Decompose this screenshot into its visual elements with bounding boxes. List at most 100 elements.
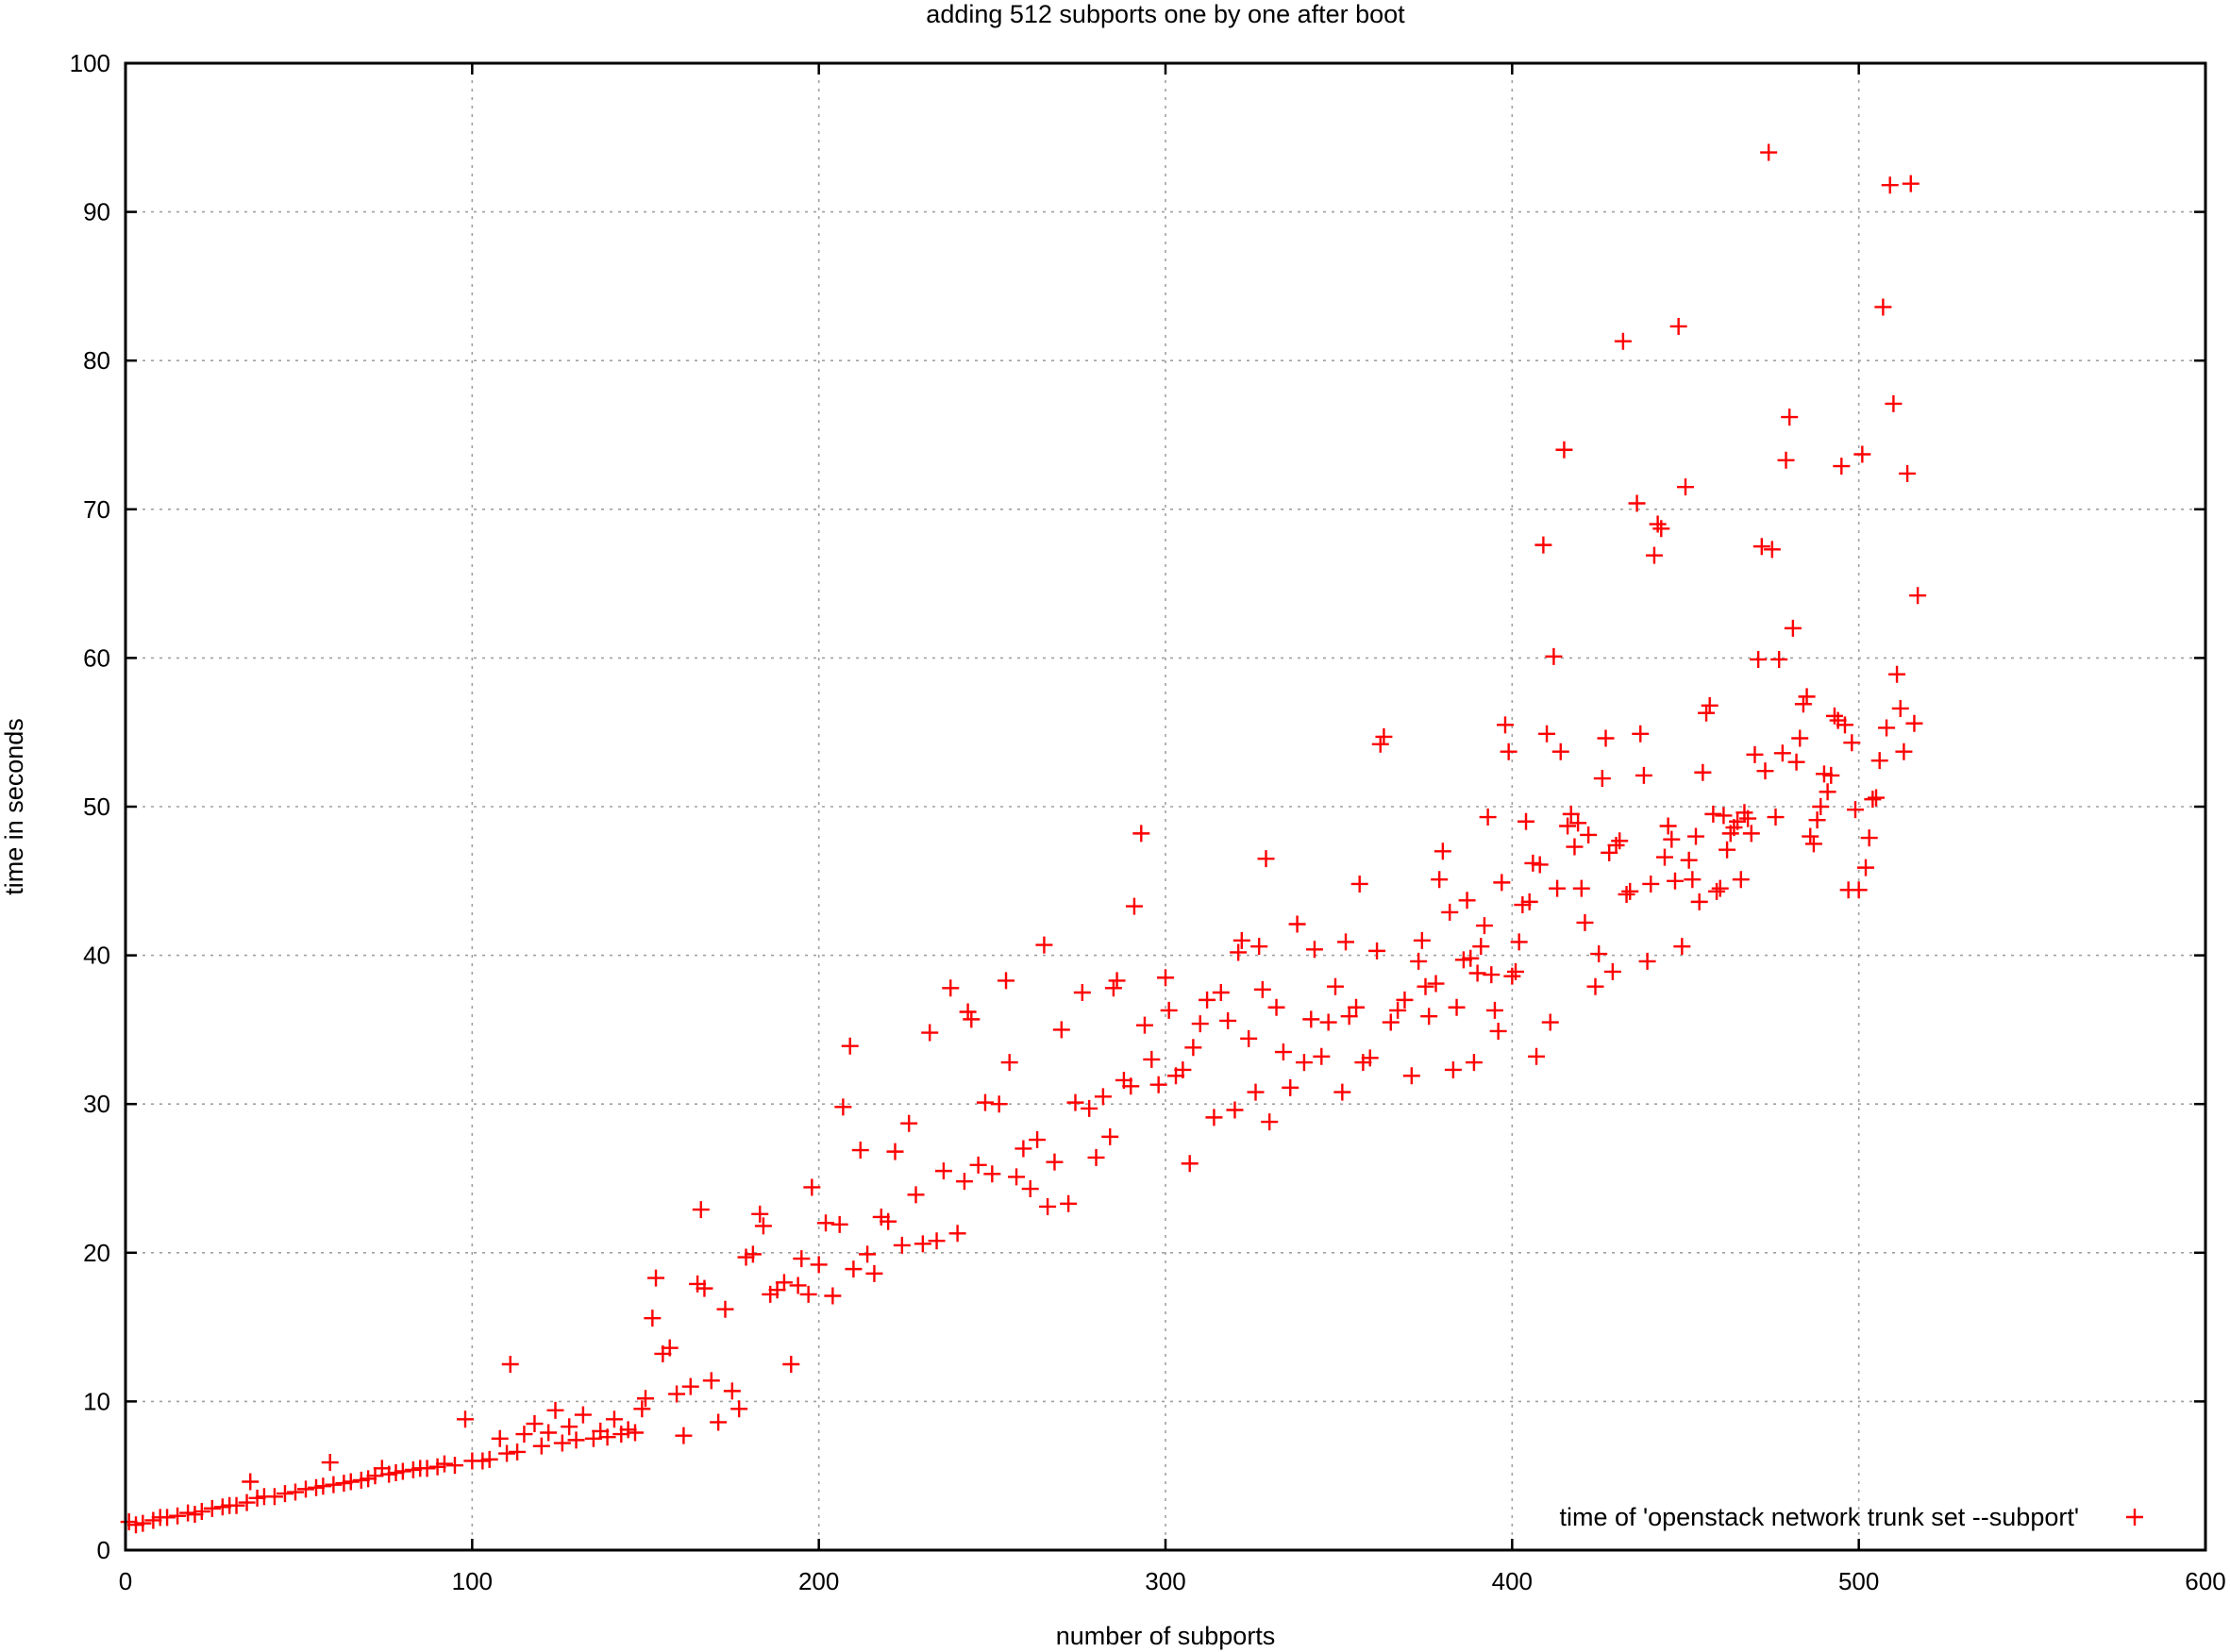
data-point <box>1354 1054 1372 1072</box>
data-point <box>179 1504 197 1522</box>
data-point <box>1493 874 1511 892</box>
data-point <box>900 1114 918 1132</box>
data-point <box>1219 1011 1237 1029</box>
data-point <box>934 1162 952 1180</box>
y-tick-label: 0 <box>97 1536 110 1564</box>
data-point <box>1475 917 1493 935</box>
data-point <box>1087 1148 1105 1166</box>
data-point <box>830 1215 848 1233</box>
data-point <box>1132 825 1150 843</box>
data-point <box>553 1434 571 1452</box>
data-point <box>754 1217 772 1235</box>
data-point <box>144 1511 162 1529</box>
data-point <box>1715 807 1733 825</box>
data-point <box>983 1165 1001 1183</box>
data-point <box>1014 1140 1032 1158</box>
y-tick-label: 20 <box>83 1239 110 1267</box>
data-point <box>1191 1015 1209 1033</box>
data-point <box>1628 494 1646 512</box>
data-point <box>248 1489 266 1507</box>
data-point <box>1125 897 1143 915</box>
data-point <box>1614 332 1632 350</box>
data-point <box>1732 871 1750 889</box>
data-point <box>532 1437 550 1455</box>
data-point <box>1389 1001 1407 1019</box>
data-point <box>321 1454 339 1472</box>
data-point <box>990 1095 1008 1113</box>
data-point <box>730 1400 748 1418</box>
data-point <box>1621 882 1639 900</box>
data-point <box>1108 972 1126 990</box>
data-point <box>1784 619 1802 637</box>
data-point <box>1545 647 1563 665</box>
data-point <box>637 1390 654 1408</box>
data-point <box>1822 766 1840 784</box>
legend-label: time of 'openstack network trunk set --s… <box>1559 1503 2079 1531</box>
data-point <box>1635 766 1652 784</box>
data-point <box>276 1485 293 1503</box>
data-point <box>456 1410 474 1428</box>
data-point <box>782 1356 800 1373</box>
data-point <box>1870 752 1888 770</box>
data-point <box>1507 962 1525 980</box>
y-tick-label: 40 <box>83 942 110 970</box>
data-point <box>744 1245 762 1263</box>
data-point <box>1902 175 1920 192</box>
data-point <box>834 1098 852 1116</box>
data-point <box>1350 875 1368 893</box>
data-point <box>619 1421 637 1439</box>
data-point <box>1326 977 1344 995</box>
x-tick-label: 600 <box>2185 1567 2225 1595</box>
data-point <box>227 1496 245 1514</box>
data-point <box>1396 991 1414 1009</box>
data-point <box>886 1143 904 1160</box>
data-point <box>1448 998 1466 1016</box>
data-point <box>955 1173 973 1191</box>
data-point <box>1444 1060 1462 1078</box>
data-point <box>1802 827 1819 845</box>
data-point <box>1514 896 1532 914</box>
data-point <box>1909 587 1927 605</box>
data-point <box>1899 464 1917 482</box>
y-tick-label: 30 <box>83 1090 110 1118</box>
data-point <box>716 1300 734 1318</box>
data-point <box>325 1476 343 1493</box>
data-point <box>914 1235 931 1253</box>
data-point <box>1763 541 1781 559</box>
data-point <box>1680 851 1698 869</box>
data-point <box>1711 879 1729 897</box>
data-point <box>928 1232 946 1250</box>
data-point <box>976 1093 994 1111</box>
data-point <box>1073 984 1091 1001</box>
data-point <box>186 1506 204 1524</box>
data-point <box>1029 1131 1047 1149</box>
data-point <box>335 1475 353 1493</box>
data-point <box>491 1429 509 1447</box>
data-point <box>1402 1067 1420 1085</box>
data-point <box>1645 546 1663 564</box>
data-point <box>1104 979 1122 997</box>
data-point <box>1555 441 1573 459</box>
data-point <box>1750 650 1768 668</box>
chart-title: adding 512 subports one by one after boo… <box>926 0 1405 28</box>
data-point <box>1704 805 1722 823</box>
data-point <box>1812 798 1830 815</box>
data-point <box>1687 827 1705 845</box>
data-point <box>1465 1054 1483 1072</box>
data-point <box>1039 1197 1057 1215</box>
data-point <box>1853 445 1871 463</box>
data-point <box>1441 903 1459 921</box>
data-point <box>366 1467 384 1485</box>
data-point <box>394 1462 411 1480</box>
data-point <box>1427 975 1445 993</box>
data-point <box>1572 879 1590 897</box>
data-point <box>1798 688 1816 706</box>
axis-ticks <box>124 61 2207 1552</box>
data-point <box>845 1260 863 1278</box>
legend-marker-plus <box>2126 1509 2143 1526</box>
x-tick-label: 400 <box>1492 1567 1533 1595</box>
data-point <box>1382 1013 1400 1031</box>
data-point <box>1642 875 1660 893</box>
x-axis-label: number of subports <box>1056 1622 1276 1650</box>
